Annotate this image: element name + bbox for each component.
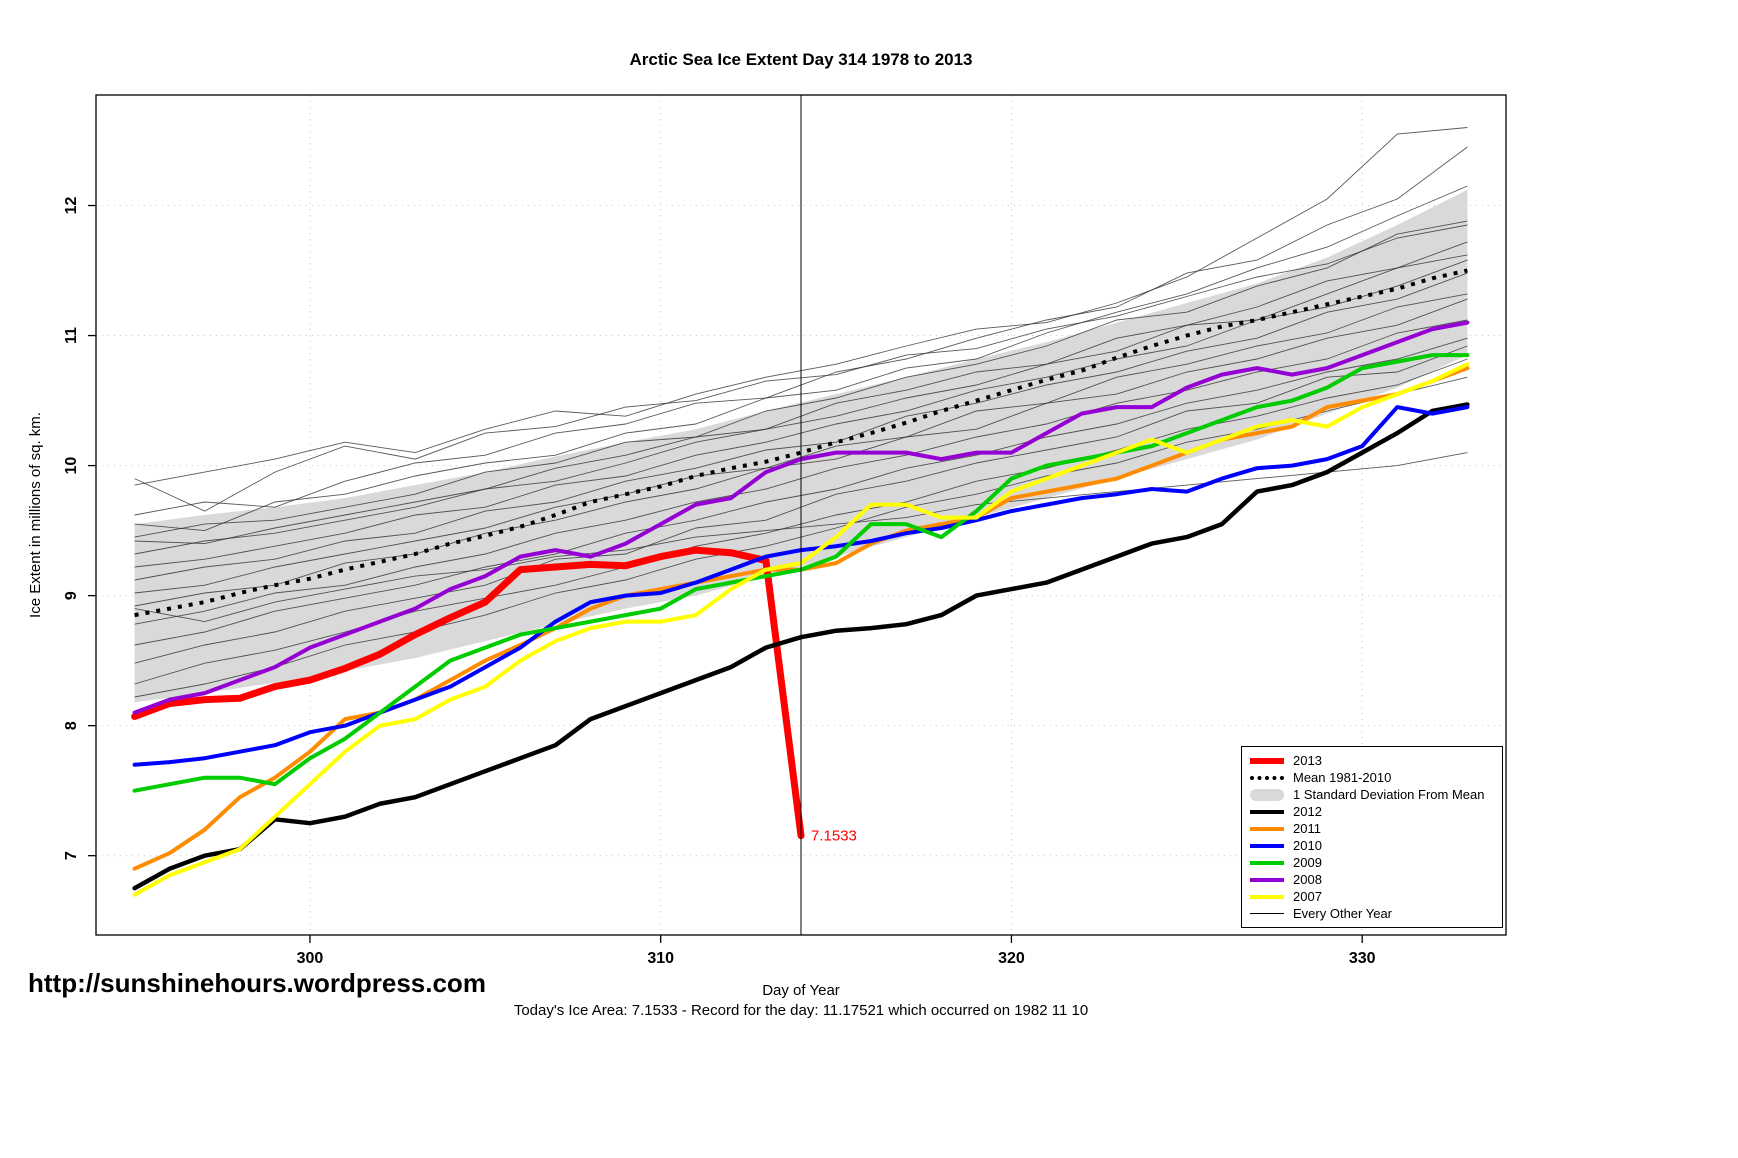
legend-item-mean-1981-2010: Mean 1981-2010: [1250, 769, 1494, 786]
y-tick-label: 10: [63, 457, 80, 475]
legend-swatch-2010: [1250, 843, 1284, 848]
legend-label: Every Other Year: [1293, 906, 1392, 921]
legend-label: 2009: [1293, 855, 1322, 870]
x-tick-label: 320: [998, 950, 1025, 967]
x-tick-label: 330: [1349, 950, 1376, 967]
legend-item-1-standard-deviation-from-mean: 1 Standard Deviation From Mean: [1250, 786, 1494, 803]
legend-swatch-1-standard-deviation-from-mean: [1250, 788, 1284, 801]
legend-swatch-2011: [1250, 826, 1284, 831]
legend-swatch-every-other-year: [1250, 913, 1284, 914]
legend-label: 2013: [1293, 753, 1322, 768]
legend-swatch-2007: [1250, 894, 1284, 899]
legend-item-2011: 2011: [1250, 820, 1494, 837]
legend-swatch-2008: [1250, 877, 1284, 882]
y-tick-label: 9: [63, 591, 80, 600]
series-2013: [131, 546, 805, 840]
legend-label: 2011: [1293, 821, 1321, 836]
plot-border: [95, 94, 1507, 936]
legend-swatch-2009: [1250, 860, 1284, 865]
legend-item-every-other-year: Every Other Year: [1250, 905, 1494, 922]
legend-swatch-2013: [1250, 757, 1284, 764]
legend-item-2013: 2013: [1250, 752, 1494, 769]
legend-item-2009: 2009: [1250, 854, 1494, 871]
legend-label: 2008: [1293, 872, 1322, 887]
legend-item-2008: 2008: [1250, 871, 1494, 888]
legend-item-2012: 2012: [1250, 803, 1494, 820]
y-tick-label: 12: [63, 197, 80, 215]
y-axis-label: Ice Extent in millions of sq. km.: [27, 412, 44, 618]
legend-box: 2013 Mean 1981-2010 1 Standard Deviation F…: [1241, 746, 1503, 928]
today-ice-area-note: Today's Ice Area: 7.1533 - Record for th…: [513, 1002, 1089, 1019]
legend-swatch-mean-1981-2010: [1250, 775, 1284, 780]
legend-swatch-2012: [1250, 809, 1284, 814]
legend-label: Mean 1981-2010: [1293, 770, 1392, 785]
legend-label: 2010: [1293, 838, 1322, 853]
current-value-annotation: 7.1533: [811, 828, 857, 845]
y-tick-label: 7: [63, 851, 80, 860]
chart-title: Arctic Sea Ice Extent Day 314 1978 to 20…: [629, 50, 973, 69]
y-tick-label: 11: [63, 327, 80, 344]
legend-label: 2012: [1293, 804, 1322, 819]
x-tick-label: 310: [647, 950, 674, 967]
legend-item-2007: 2007: [1250, 888, 1494, 905]
x-tick-label: 300: [297, 950, 324, 967]
x-axis-label: Day of Year: [762, 982, 840, 999]
legend-item-2010: 2010: [1250, 837, 1494, 854]
legend-label: 1 Standard Deviation From Mean: [1293, 787, 1485, 802]
legend-label: 2007: [1293, 889, 1322, 904]
y-tick-label: 8: [63, 721, 80, 730]
site-url: http://sunshinehours.wordpress.com: [28, 968, 486, 998]
